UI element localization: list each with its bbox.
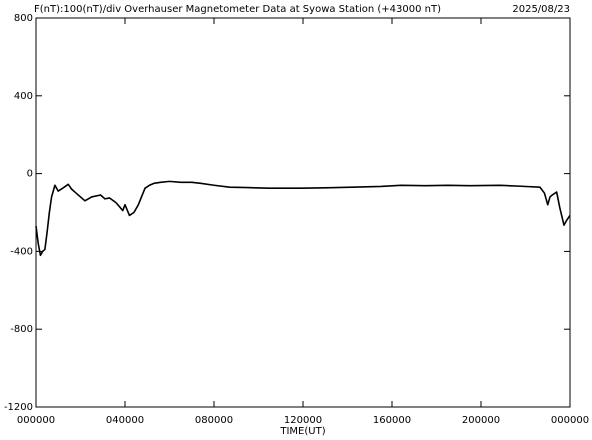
- y-tick-label: 800: [14, 13, 33, 24]
- y-tick-label: -800: [10, 324, 33, 335]
- y-tick-label: 400: [14, 91, 33, 102]
- x-axis-label: TIME(UT): [279, 426, 325, 437]
- x-tick-label: 040000: [106, 415, 144, 426]
- y-tick-label: -400: [10, 246, 33, 257]
- x-tick-label: 080000: [195, 415, 233, 426]
- data-line: [35, 180, 571, 257]
- x-tick-label: 160000: [373, 415, 411, 426]
- chart-date: 2025/08/23: [512, 4, 570, 15]
- x-tick-label: 120000: [284, 415, 322, 426]
- y-tick-label: 0: [27, 169, 33, 180]
- plot-frame: [35, 17, 571, 408]
- x-tick-label: 000000: [551, 415, 589, 426]
- x-tick-label: 000000: [17, 415, 55, 426]
- x-tick-label: 200000: [462, 415, 500, 426]
- chart-title: F(nT):100(nT)/div Overhauser Magnetomete…: [34, 4, 441, 15]
- y-tick-label: -1200: [4, 402, 33, 413]
